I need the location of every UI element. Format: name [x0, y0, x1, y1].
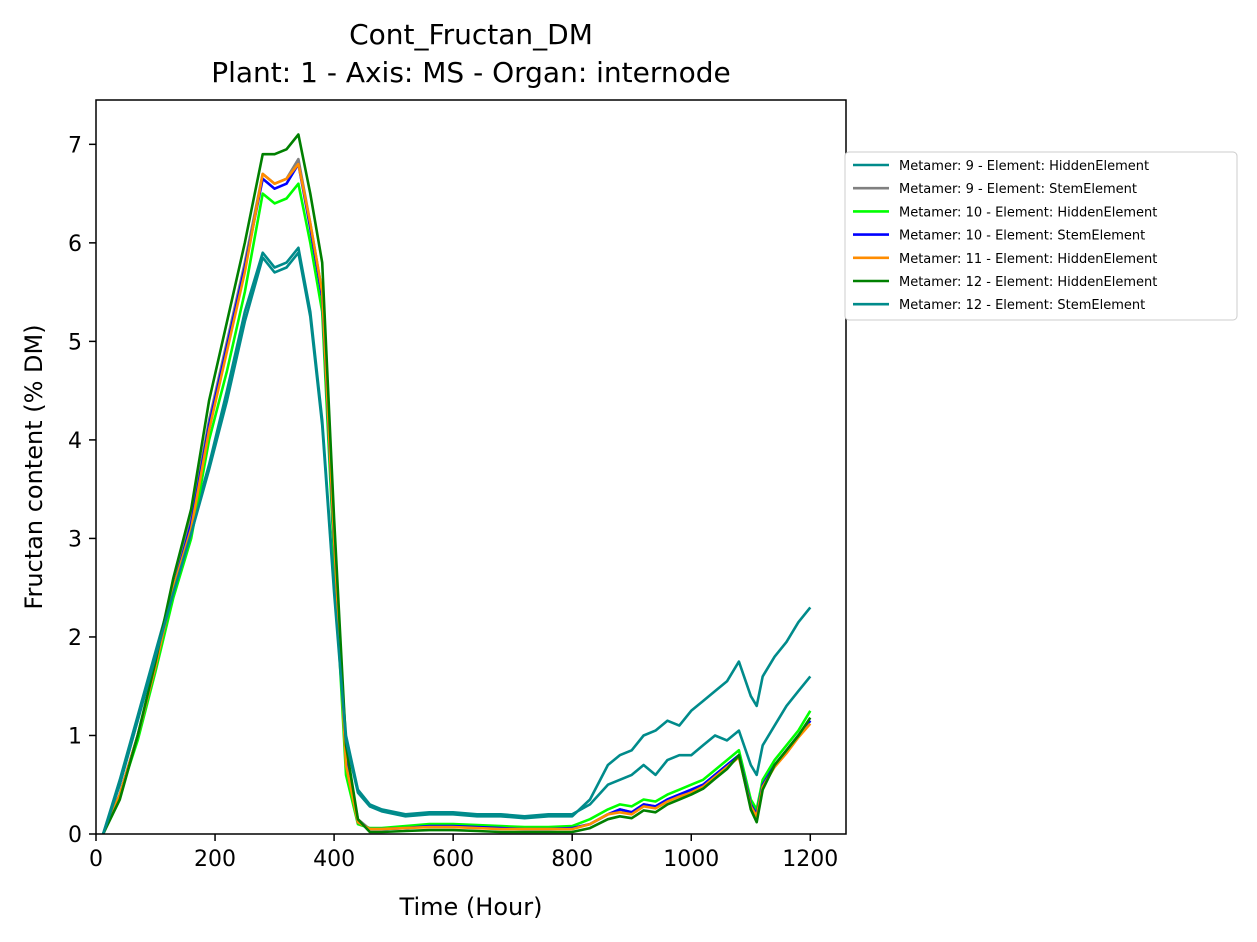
chart-title: Cont_Fructan_DM: [349, 18, 593, 51]
x-tick-label: 1200: [782, 847, 838, 872]
x-tick-label: 1000: [663, 847, 719, 872]
y-tick-label: 7: [68, 133, 82, 158]
legend-label-1: Metamer: 9 - Element: HiddenElement: [899, 159, 1149, 174]
legend-label-7: Metamer: 12 - Element: StemElement: [899, 298, 1145, 313]
chart-subtitle: Plant: 1 - Axis: MS - Organ: internode: [211, 56, 731, 89]
series-layer: [101, 133, 812, 834]
y-tick-label: 6: [68, 232, 82, 257]
series-line-2: [101, 157, 812, 834]
x-tick-label: 600: [432, 847, 474, 872]
y-tick-label: 0: [68, 823, 82, 848]
series-line-1: [101, 246, 812, 834]
y-tick-label: 2: [68, 626, 82, 651]
legend-label-4: Metamer: 10 - Element: StemElement: [899, 229, 1145, 244]
y-axis: 0 1 2 3 4 5 6 7: [68, 133, 96, 848]
legend-box: [844, 151, 1238, 321]
y-tick-label: 1: [68, 724, 82, 749]
y-tick-label: 5: [68, 330, 82, 355]
x-axis-label: Time (Hour): [399, 893, 543, 921]
series-line-5: [101, 162, 812, 834]
legend: Metamer: 9 - Element: HiddenElement Metam…: [844, 151, 1238, 321]
plot-frame: [95, 99, 847, 835]
legend-label-2: Metamer: 9 - Element: StemElement: [899, 182, 1137, 197]
series-line-6: [101, 133, 812, 834]
x-tick-label: 200: [194, 847, 236, 872]
legend-label-6: Metamer: 12 - Element: HiddenElement: [899, 275, 1157, 290]
series-line-3: [101, 182, 812, 834]
y-axis-label: Fructan content (% DM): [20, 324, 48, 609]
x-tick-label: 400: [313, 847, 355, 872]
x-tick-label: 0: [89, 847, 103, 872]
y-tick-label: 4: [68, 429, 82, 454]
series-line-4: [101, 162, 812, 834]
legend-label-3: Metamer: 10 - Element: HiddenElement: [899, 205, 1157, 220]
x-tick-label: 800: [551, 847, 593, 872]
y-tick-label: 3: [68, 527, 82, 552]
series-line-7: [101, 251, 812, 834]
x-axis: 0 200 400 600 800 1000 1200: [89, 834, 838, 872]
legend-label-5: Metamer: 11 - Element: HiddenElement: [899, 252, 1157, 267]
